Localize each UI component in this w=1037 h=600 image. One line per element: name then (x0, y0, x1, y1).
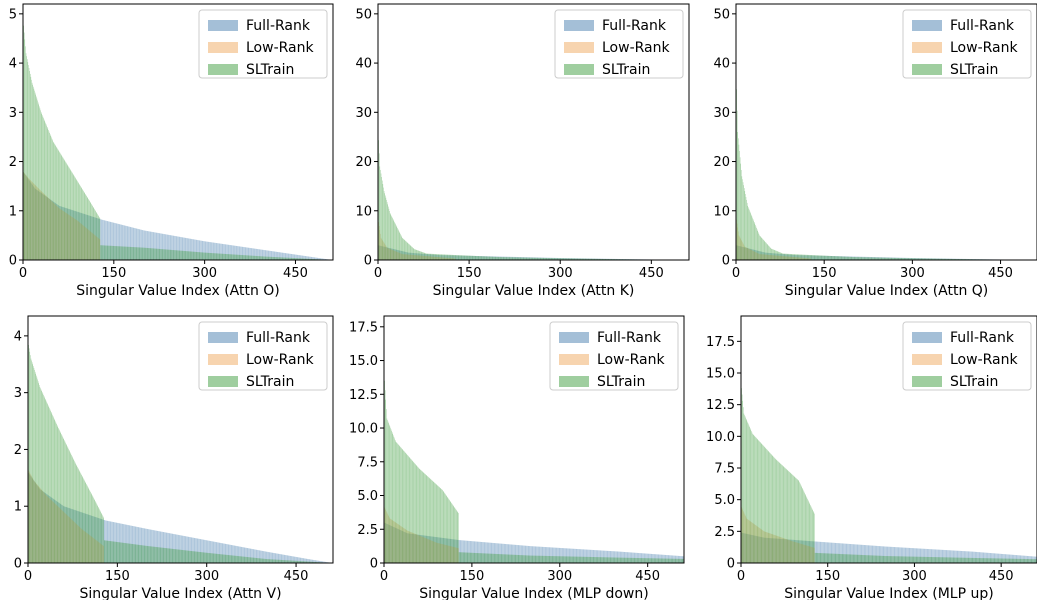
x-tick-label: 450 (283, 266, 308, 281)
x-tick-label: 150 (457, 266, 482, 281)
y-tick-label: 10 (355, 204, 372, 219)
subplot-3: 0 150 300 450 0 10 20 30 40 50 Singular Value Inde… (713, 3, 1037, 299)
legend: Full-Rank Low-Rank SLTrain (198, 9, 328, 79)
y-tick-label: 2 (9, 155, 17, 170)
x-tick-label: 300 (900, 266, 925, 281)
legend-swatch (912, 64, 942, 75)
series-sltrain (28, 341, 333, 563)
x-tick-label: 0 (732, 266, 740, 281)
subplot-4: 0 150 300 450 0 1 2 3 4 Singular Value Index (Att… (14, 315, 334, 600)
legend-label: SLTrain (602, 62, 650, 78)
axes-frame (22, 3, 334, 261)
y-tick-label: 20 (713, 155, 730, 170)
x-tick-label: 450 (284, 569, 309, 584)
x-tick-label: 300 (548, 266, 573, 281)
legend-swatch (564, 64, 594, 75)
x-axis-label: Singular Value Index (Attn Q) (785, 283, 989, 299)
legend-label: Low-Rank (602, 40, 670, 56)
legend-swatch (912, 42, 942, 53)
legend-label: Full-Rank (246, 330, 311, 346)
legend-swatch (208, 42, 238, 53)
legend-label: SLTrain (950, 62, 998, 78)
y-tick-label: 10 (713, 204, 730, 219)
y-tick-label: 1 (9, 204, 17, 219)
x-tick-label: 300 (192, 266, 217, 281)
x-tick-label: 150 (105, 569, 130, 584)
y-tick-label: 30 (713, 106, 730, 121)
legend: Full-Rank Low-Rank SLTrain (198, 321, 328, 391)
y-tick-label: 50 (355, 7, 372, 22)
legend-label: Full-Rank (950, 18, 1015, 34)
x-tick-label: 450 (639, 266, 664, 281)
y-tick-label: 0 (9, 254, 17, 269)
legend-label: Full-Rank (246, 18, 311, 34)
y-tick-label: 0 (722, 254, 730, 269)
legend-swatch (208, 64, 238, 75)
legend-swatch (564, 20, 594, 31)
axes-frame (377, 3, 690, 261)
x-tick-label: 450 (988, 266, 1013, 281)
axes-frame (735, 3, 1037, 261)
x-axis-label: Singular Value Index (Attn K) (433, 283, 635, 299)
x-tick-label: 150 (101, 266, 126, 281)
y-tick-label: 40 (355, 57, 372, 72)
y-tick-label: 5 (9, 7, 17, 22)
x-tick-label: 0 (19, 266, 27, 281)
legend-label: Low-Rank (950, 40, 1018, 56)
y-tick-label: 4 (9, 57, 17, 72)
legend-swatch (208, 354, 238, 365)
x-tick-label: 0 (374, 266, 382, 281)
y-tick-label: 0 (364, 254, 372, 269)
y-tick-label: 50 (713, 7, 730, 22)
x-tick-label: 300 (194, 569, 219, 584)
legend-swatch (208, 332, 238, 343)
y-tick-label: 0 (14, 557, 22, 572)
legend-label: Low-Rank (246, 352, 314, 368)
legend-label: Full-Rank (602, 18, 667, 34)
x-tick-label: 150 (812, 266, 837, 281)
legend-swatch (208, 376, 238, 387)
y-tick-label: 4 (14, 329, 22, 344)
series-sltrain (736, 68, 1037, 260)
y-tick-label: 40 (713, 57, 730, 72)
axes-frame (27, 315, 334, 564)
legend-label: Low-Rank (246, 40, 314, 56)
legend-swatch (208, 20, 238, 31)
series-sltrain (378, 127, 689, 260)
legend: Full-Rank Low-Rank SLTrain (902, 9, 1032, 79)
y-tick-label: 1 (14, 500, 22, 515)
subplot-1: 0 150 300 450 0 1 2 3 4 5 Singular Value Index (At… (9, 3, 334, 299)
x-axis-label: Singular Value Index (Attn O) (76, 283, 280, 299)
legend-swatch (912, 20, 942, 31)
x-axis-label: Singular Value Index (Attn V) (79, 586, 281, 600)
y-tick-label: 20 (355, 155, 372, 170)
y-tick-label: 30 (355, 106, 372, 121)
legend: Full-Rank Low-Rank SLTrain (554, 9, 684, 79)
legend-swatch (564, 42, 594, 53)
y-tick-label: 2 (14, 443, 22, 458)
subplot-2: 0 150 300 450 0 10 20 30 40 50 Singular Value Inde… (355, 3, 690, 299)
legend-label: SLTrain (246, 374, 294, 390)
subplot-5: 0 150 300 45002.55.07.510.012.515.017.5Sing… (349, 315, 685, 600)
y-tick-label: 3 (9, 106, 17, 121)
legend-label: SLTrain (246, 62, 294, 78)
x-tick-label: 0 (24, 569, 32, 584)
y-tick-label: 3 (14, 386, 22, 401)
